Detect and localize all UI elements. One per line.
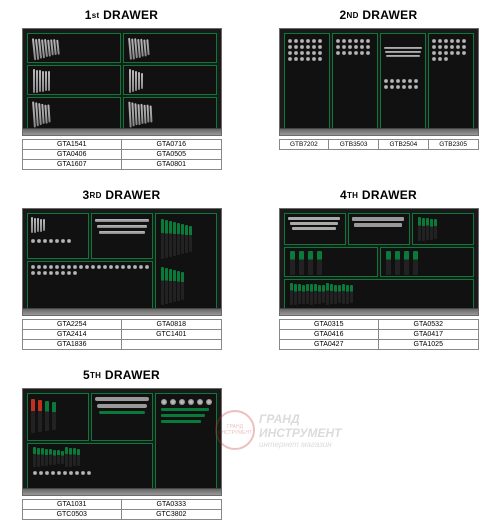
code-table-2: GTB7202 GTB3503 GTB2504 GTB2305 <box>279 139 479 150</box>
code-table-4: GTA0315GTA0532 GTA0416GTA0417 GTA0427GTA… <box>279 319 479 350</box>
code-cell: GTA0716 <box>122 140 222 150</box>
code-cell: GTA0333 <box>122 500 222 510</box>
title-num: 1 <box>85 8 92 22</box>
drawer-image-4 <box>279 208 479 316</box>
title-suffix: TH <box>90 371 101 380</box>
code-cell: GTA0427 <box>279 340 379 350</box>
code-cell: GTB2504 <box>379 140 429 150</box>
code-cell: GTA1836 <box>22 340 122 350</box>
drawer-title-5: 5TH DRAWER <box>83 368 160 382</box>
drawer-title-1: 1st DRAWER <box>85 8 158 22</box>
code-cell: GTA0532 <box>379 320 479 330</box>
drawer-cell-5: 5TH DRAWER <box>8 368 235 520</box>
code-cell: GTC0503 <box>22 510 122 520</box>
code-cell: GTC3802 <box>122 510 222 520</box>
title-word: DRAWER <box>362 8 417 22</box>
drawer-grid: 1st DRAWER wrench rows <box>8 8 492 520</box>
title-suffix: ND <box>347 11 359 20</box>
code-table-1: GTA1541GTA0716 GTA0406GTA0505 GTA1607GTA… <box>22 139 222 170</box>
title-word: DRAWER <box>362 188 417 202</box>
title-word: DRAWER <box>105 368 160 382</box>
code-cell: GTA0417 <box>379 330 479 340</box>
code-cell: GTC1401 <box>122 330 222 340</box>
code-cell: GTA2414 <box>22 330 122 340</box>
code-cell: GTA0505 <box>122 150 222 160</box>
code-cell: GTA0315 <box>279 320 379 330</box>
code-cell: GTA1025 <box>379 340 479 350</box>
title-num: 3 <box>83 188 90 202</box>
code-cell: GTA1031 <box>22 500 122 510</box>
drawer-image-2 <box>279 28 479 136</box>
drawer-title-2: 2ND DRAWER <box>340 8 418 22</box>
code-cell: GTA0406 <box>22 150 122 160</box>
drawer-image-3 <box>22 208 222 316</box>
code-table-3: GTA2254GTA0818 GTA2414GTC1401 GTA1836 <box>22 319 222 350</box>
code-cell: GTA1607 <box>22 160 122 170</box>
title-word: DRAWER <box>103 8 158 22</box>
title-num: 5 <box>83 368 90 382</box>
code-cell: GTA0416 <box>279 330 379 340</box>
drawer-cell-4: 4TH DRAWER <box>265 188 492 350</box>
drawer-image-1: wrench rows <box>22 28 222 136</box>
code-cell: GTA2254 <box>22 320 122 330</box>
code-cell: GTA0801 <box>122 160 222 170</box>
drawer-title-4: 4TH DRAWER <box>340 188 417 202</box>
drawer-cell-1: 1st DRAWER wrench rows <box>8 8 235 170</box>
code-cell: GTA0818 <box>122 320 222 330</box>
drawer-image-5 <box>22 388 222 496</box>
code-cell <box>122 340 222 350</box>
title-num: 2 <box>340 8 347 22</box>
drawer-cell-2: 2ND DRAWER GTB72 <box>265 8 492 170</box>
code-cell: GTB3503 <box>329 140 379 150</box>
code-table-5: GTA1031GTA0333 GTC0503GTC3802 <box>22 499 222 520</box>
drawer-title-3: 3RD DRAWER <box>83 188 161 202</box>
code-cell: GTB7202 <box>279 140 329 150</box>
drawer-cell-3: 3RD DRAWER <box>8 188 235 350</box>
title-suffix: RD <box>90 191 102 200</box>
title-suffix: st <box>92 11 100 20</box>
title-word: DRAWER <box>105 188 160 202</box>
title-suffix: TH <box>347 191 358 200</box>
code-cell: GTB2305 <box>428 140 478 150</box>
title-num: 4 <box>340 188 347 202</box>
code-cell: GTA1541 <box>22 140 122 150</box>
